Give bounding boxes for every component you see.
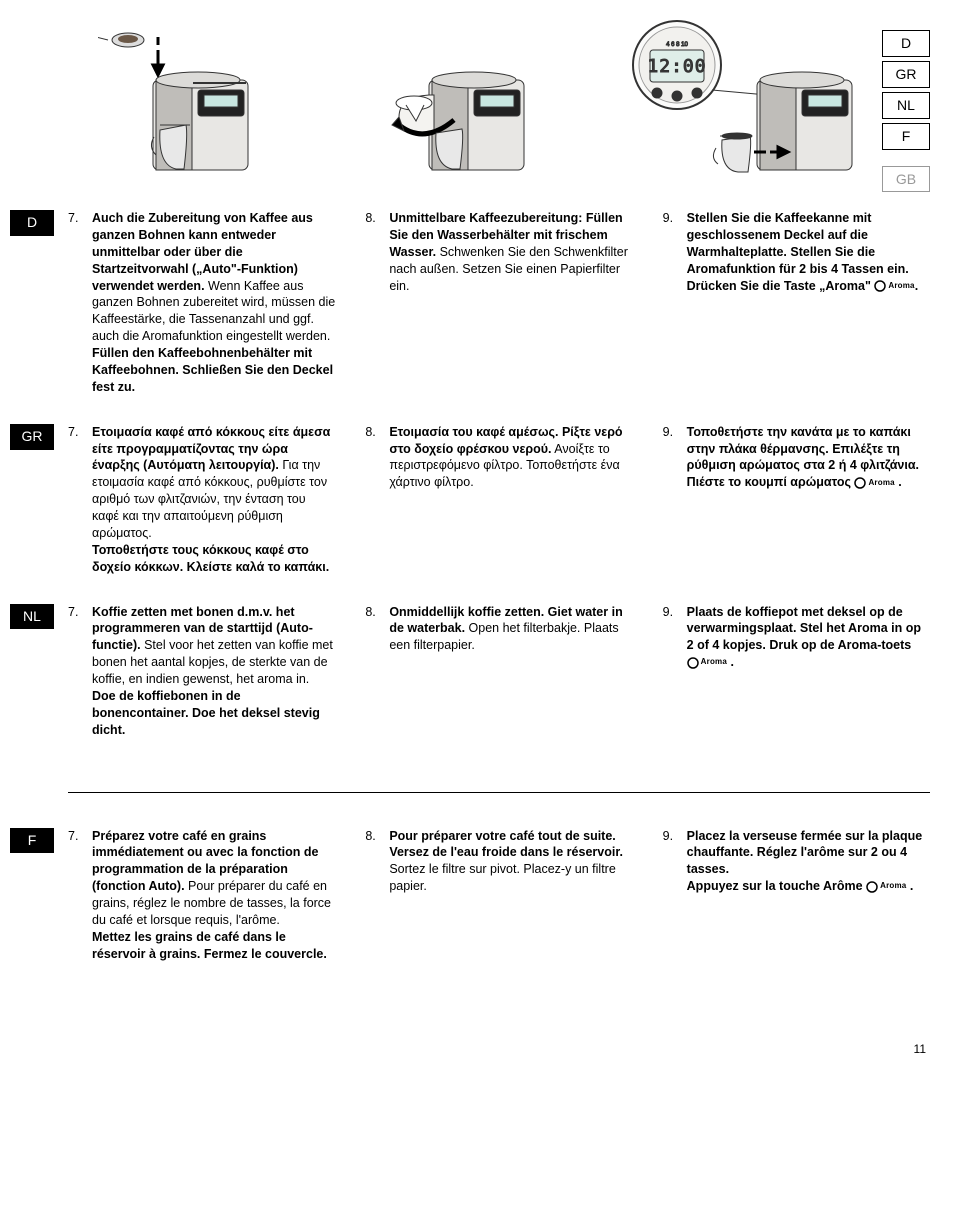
aroma-icon: Aroma bbox=[874, 280, 914, 292]
lang-f: F bbox=[882, 123, 930, 150]
aroma-icon: Aroma bbox=[866, 881, 906, 893]
figure-9: 4 6 8 10 12:00 bbox=[602, 20, 872, 190]
gr-step-7: 7. Ετοιμασία καφέ από κόκκους είτε άμεσα… bbox=[68, 424, 335, 576]
gr-step-9: 9. Τοποθετήστε την κανάτα με το καπάκι σ… bbox=[663, 424, 930, 576]
lang-gr: GR bbox=[882, 61, 930, 88]
f-step-8: 8. Pour préparer votre café tout de suit… bbox=[365, 828, 632, 963]
language-legend: D GR NL F GB bbox=[882, 20, 930, 210]
d-step-9: 9. Stellen Sie die Kaffeekanne mit gesch… bbox=[663, 210, 930, 396]
d-step-7: 7. Auch die Zubereitung von Kaffee aus g… bbox=[68, 210, 335, 396]
clock-time: 12:00 bbox=[647, 56, 706, 77]
gr-step-8: 8. Ετοιμασία του καφέ αμέσως. Ρίξτε νερό… bbox=[365, 424, 632, 576]
divider bbox=[68, 792, 930, 793]
clock-indicators: 4 6 8 10 bbox=[666, 42, 688, 48]
nl-step-9: 9. Plaats de koffiepot met deksel op de … bbox=[663, 604, 930, 739]
nl-step-7: 7. Koffie zetten met bonen d.m.v. het pr… bbox=[68, 604, 335, 739]
section-nl: NL 7. Koffie zetten met bonen d.m.v. het… bbox=[10, 604, 930, 739]
lang-nl: NL bbox=[882, 92, 930, 119]
aroma-icon: Aroma bbox=[854, 477, 894, 489]
figure-8 bbox=[336, 20, 572, 190]
lang-gb: GB bbox=[882, 166, 930, 193]
d-step-8: 8. Unmittelbare Kaffeezubereitung: Fülle… bbox=[365, 210, 632, 396]
section-gr: GR 7. Ετοιμασία καφέ από κόκκους είτε άμ… bbox=[10, 424, 930, 576]
figure-7 bbox=[70, 20, 306, 190]
tab-d: D bbox=[10, 210, 54, 236]
tab-nl: NL bbox=[10, 604, 54, 630]
lang-d: D bbox=[882, 30, 930, 57]
tab-gr: GR bbox=[10, 424, 54, 450]
page-number: 11 bbox=[10, 1041, 930, 1057]
section-d: D 7. Auch die Zubereitung von Kaffee aus… bbox=[10, 210, 930, 396]
f-step-7: 7. Préparez votre café en grains immédia… bbox=[68, 828, 335, 963]
section-f: F 7. Préparez votre café en grains imméd… bbox=[10, 828, 930, 963]
f-step-9: 9. Placez la verseuse fermée sur la plaq… bbox=[663, 828, 930, 963]
figure-row: 4 6 8 10 12:00 bbox=[10, 20, 930, 210]
aroma-icon: Aroma bbox=[687, 657, 727, 669]
nl-step-8: 8. Onmiddellijk koffie zetten. Giet wate… bbox=[365, 604, 632, 739]
tab-f: F bbox=[10, 828, 54, 854]
